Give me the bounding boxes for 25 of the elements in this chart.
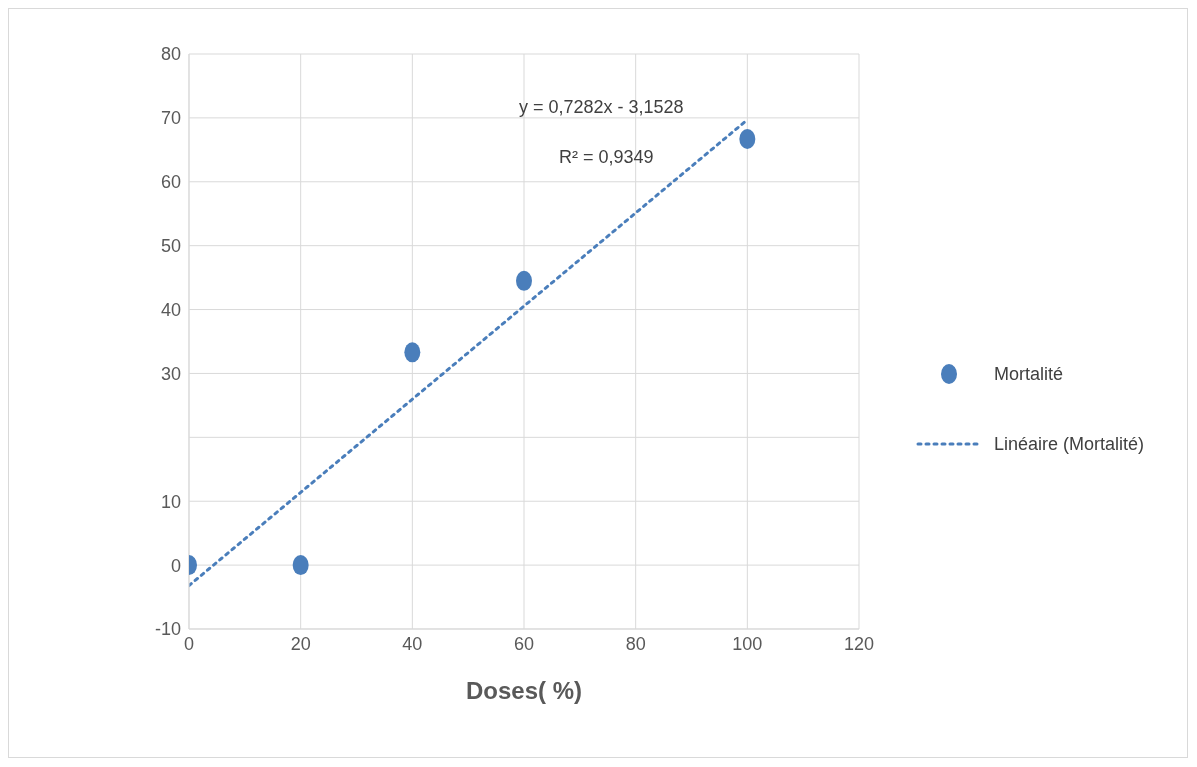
x-tick-label: 100 [732,633,763,654]
point [404,342,421,363]
y-tick-label: -10 [154,619,181,640]
y-tick-label: 0 [170,555,181,576]
x-tick-label: 120 [843,633,875,654]
y-tick-label: 80 [160,44,181,65]
annotation: R² = 0,9349 [559,147,654,168]
legend-label: Linéaire (Mortalité) [994,433,1145,455]
y-tick-label: 10 [160,491,181,512]
x-tick-label: 20 [290,633,311,654]
point [292,555,309,576]
x-tick-label: 80 [625,633,646,654]
y-tick-label: 70 [160,108,181,129]
y-tick-label: 60 [160,172,181,193]
legend-label: Mortalité [994,363,1064,385]
x-tick-label: 60 [513,633,535,654]
annotation: y = 0,7282x - 3,1528 [519,97,684,118]
y-tick-label: 40 [160,299,181,320]
point [739,128,756,149]
y-tick-label: 30 [160,363,181,384]
x-tick-label: 40 [402,633,423,654]
y-tick-label: 50 [160,236,181,257]
point [516,270,532,291]
x-axis-title: Doses( %) [465,677,583,704]
x-tick-label: 0 [183,633,195,654]
